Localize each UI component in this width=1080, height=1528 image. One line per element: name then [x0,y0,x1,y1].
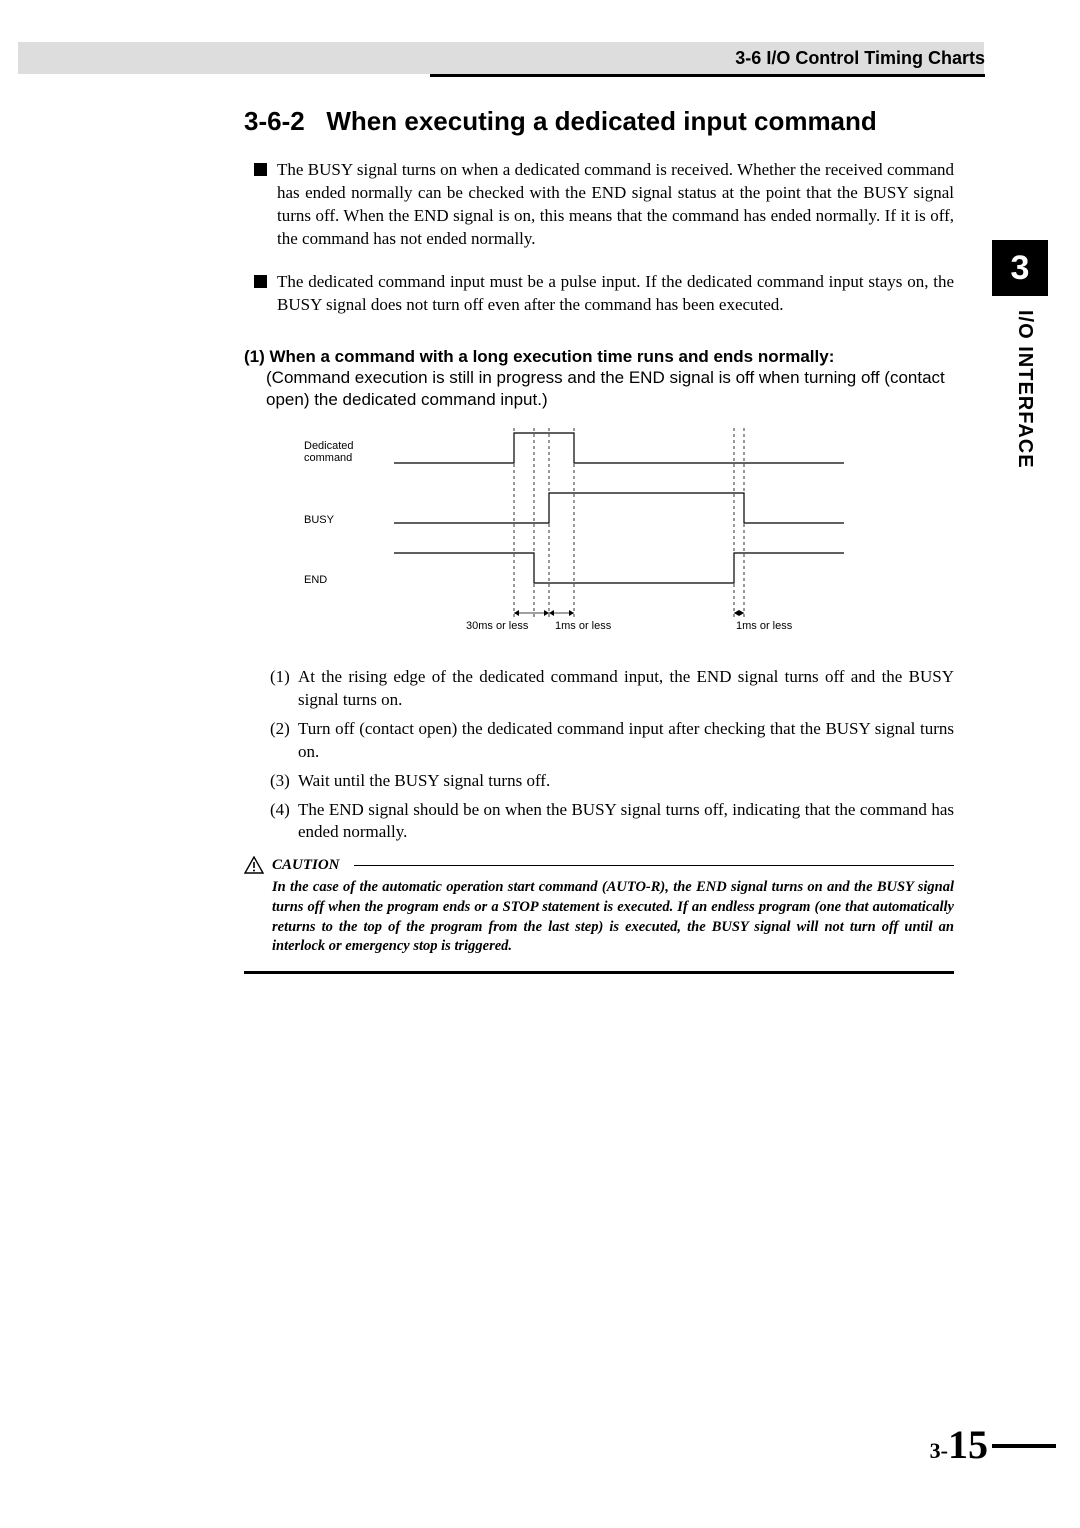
svg-text:Dedicated: Dedicated [304,440,354,452]
svg-text:END: END [304,574,327,586]
section-title: When executing a dedicated input command [326,106,876,136]
square-bullet-icon [254,163,267,176]
running-header: 3-6 I/O Control Timing Charts [735,48,985,69]
page-num-line [992,1444,1056,1448]
list-item: (2)Turn off (contact open) the dedicated… [270,718,954,764]
list-item: (4)The END signal should be on when the … [270,799,954,845]
timing-chart: Dedicatedcommand BUSY END 30ms or less 1ms o… [304,423,854,643]
step-text: At the rising edge of the dedicated comm… [298,666,954,712]
step-text: Turn off (contact open) the dedicated co… [298,718,954,764]
list-item: (1)At the rising edge of the dedicated c… [270,666,954,712]
bullet-text: The dedicated command input must be a pu… [277,271,954,317]
list-item: (3)Wait until the BUSY signal turns off. [270,770,954,793]
section-number: 3-6-2 [244,106,305,136]
svg-text:BUSY: BUSY [304,514,335,526]
section-heading: 3-6-2 When executing a dedicated input c… [244,106,954,137]
case-heading: (1) When a command with a long execution… [244,347,954,367]
bullet-text: The BUSY signal turns on when a dedicate… [277,159,954,251]
page-number: 3-15 [930,1421,988,1468]
caution-body: In the case of the automatic operation s… [272,878,954,956]
chapter-tab: 3 [992,240,1048,296]
step-text: Wait until the BUSY signal turns off. [298,770,550,793]
caution-block: CAUTION In the case of the automatic ope… [244,856,954,956]
case-block: (1) When a command with a long execution… [244,347,954,411]
side-vertical-label: I/O INTERFACE [1013,310,1036,469]
case-description: (Command execution is still in progress … [266,367,954,411]
page-prefix: 3- [930,1438,948,1463]
page-main: 15 [948,1422,988,1467]
step-list: (1)At the rising edge of the dedicated c… [270,666,954,845]
caution-icon [244,856,264,874]
svg-text:1ms or less: 1ms or less [736,620,793,632]
page-content: 3-6-2 When executing a dedicated input c… [244,106,954,974]
svg-text:30ms or less: 30ms or less [466,620,529,632]
bullet-item: The dedicated command input must be a pu… [244,271,954,317]
bullet-item: The BUSY signal turns on when a dedicate… [244,159,954,251]
header-rule [430,74,985,77]
svg-text:command: command [304,452,352,464]
bottom-rule [244,971,954,974]
caution-label: CAUTION [272,857,340,874]
step-text: The END signal should be on when the BUS… [298,799,954,845]
square-bullet-icon [254,275,267,288]
svg-text:1ms or less: 1ms or less [555,620,612,632]
